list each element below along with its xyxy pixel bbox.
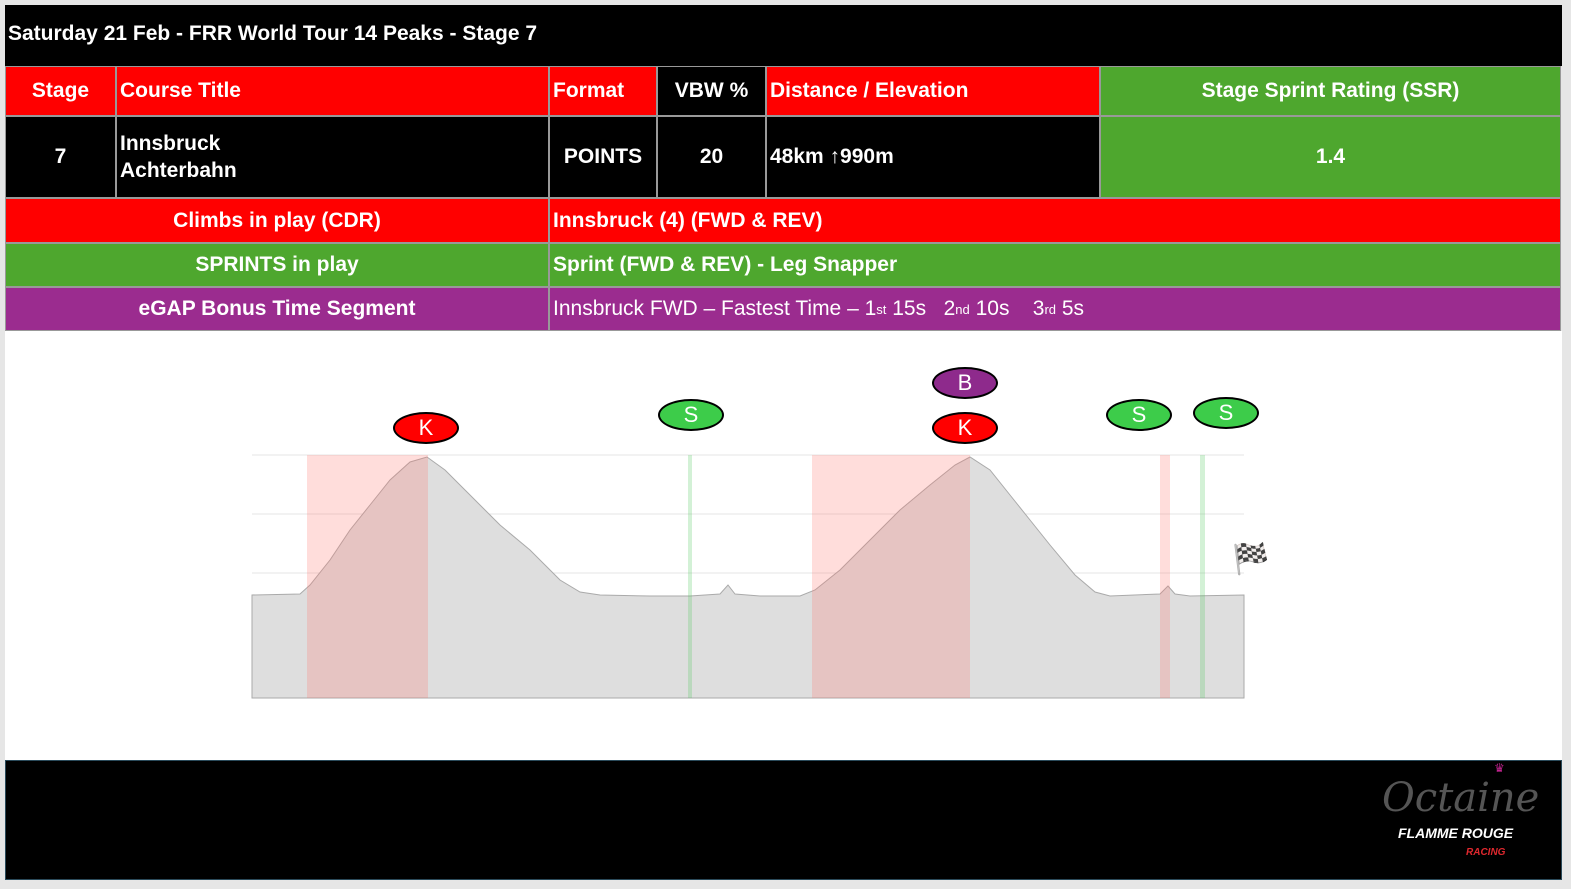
header-course: Course Title [116, 66, 549, 116]
header-vbw: VBW % [657, 66, 766, 116]
vbw-value: 20 [657, 116, 766, 198]
ssr-value: 1.4 [1100, 116, 1561, 198]
climb-segment-2 [812, 455, 970, 698]
sprint-segment-2 [1200, 455, 1205, 698]
title-bar: Saturday 21 Feb - FRR World Tour 14 Peak… [5, 5, 1562, 66]
kom-marker: K [932, 412, 998, 444]
bonus-marker: B [932, 367, 998, 399]
checkered-flag-icon: 🏁 [1232, 543, 1270, 576]
sprint-marker: S [658, 399, 724, 431]
footer-bar: ♛ Octaine FLAMME ROUGE RACING [5, 760, 1562, 880]
octaine-logo: ♛ Octaine FLAMME ROUGE RACING [1376, 761, 1556, 879]
course-line-1: Innsbruck [120, 132, 221, 155]
page-title: Saturday 21 Feb - FRR World Tour 14 Peak… [8, 22, 538, 45]
sprint-segment-1 [688, 455, 692, 698]
sprint-marker: S [1106, 399, 1172, 431]
header-stage: Stage [5, 66, 116, 116]
crown-icon: ♛ [1494, 761, 1505, 775]
sprints-label: SPRINTS in play [5, 243, 549, 287]
header-ssr: Stage Sprint Rating (SSR) [1100, 66, 1561, 116]
course-line-2: Achterbahn [120, 159, 237, 182]
climb-segment-3 [1160, 455, 1170, 698]
climbs-label: Climbs in play (CDR) [5, 198, 549, 243]
profile-shape [251, 456, 1245, 699]
climb-segment-1 [307, 455, 428, 698]
logo-sub: FLAMME ROUGE [1398, 825, 1514, 841]
logo-brand: Octaine [1382, 775, 1540, 821]
distance-value: 48km ↑990m [766, 116, 1100, 198]
course-title: Innsbruck Achterbahn [116, 116, 549, 198]
logo-sub2: RACING [1466, 847, 1506, 858]
format-value: POINTS [549, 116, 657, 198]
sprints-value: Sprint (FWD & REV) - Leg Snapper [549, 243, 1561, 287]
kom-marker: K [393, 412, 459, 444]
egap-label: eGAP Bonus Time Segment [5, 287, 549, 331]
header-distance: Distance / Elevation [766, 66, 1100, 116]
header-format: Format [549, 66, 657, 116]
climbs-value: Innsbruck (4) (FWD & REV) [549, 198, 1561, 243]
stage-value: 7 [5, 116, 116, 198]
sprint-marker: S [1193, 397, 1259, 429]
